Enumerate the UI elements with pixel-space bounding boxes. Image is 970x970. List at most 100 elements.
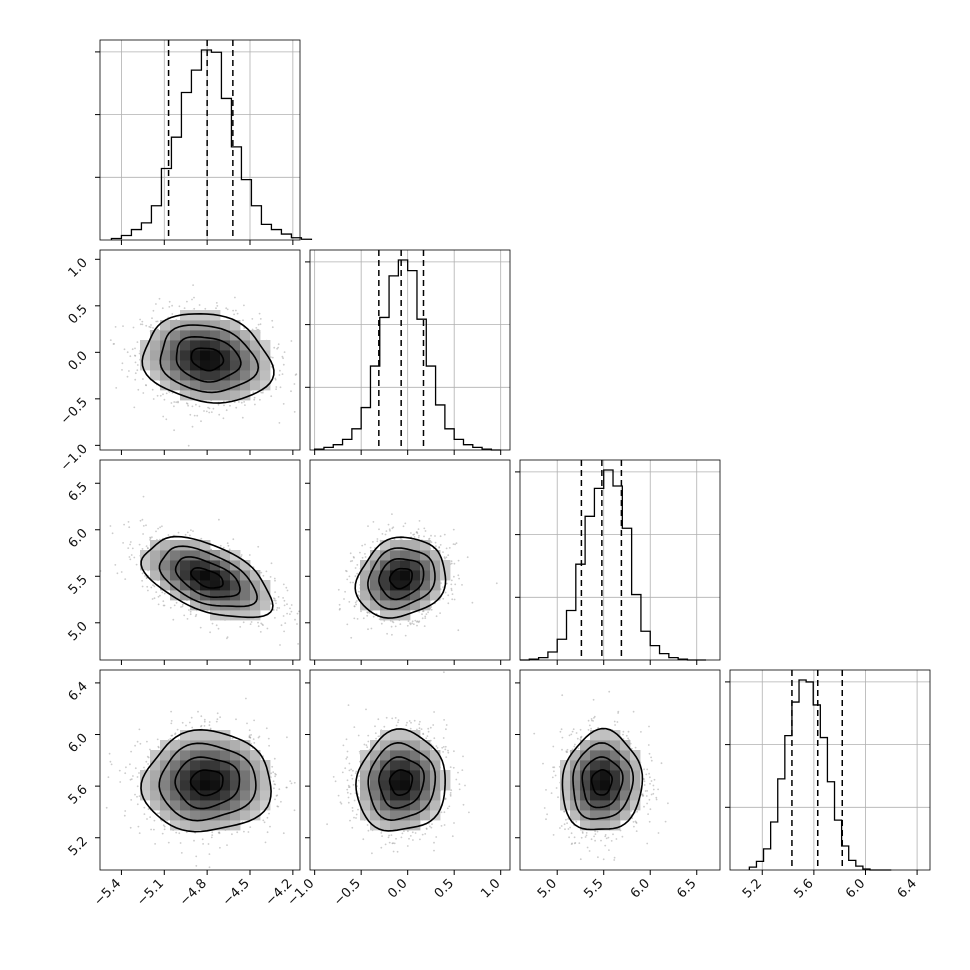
sample-point <box>139 742 142 745</box>
density-cell <box>200 330 211 341</box>
density-cell <box>180 340 191 351</box>
sample-point <box>439 544 442 546</box>
sample-point <box>173 401 176 403</box>
sample-point <box>98 507 100 509</box>
sample-point <box>261 391 264 394</box>
density-cell <box>200 580 211 591</box>
sample-point <box>139 323 142 326</box>
sample-point <box>283 599 286 602</box>
density-cell <box>380 600 391 611</box>
sample-point <box>136 795 138 798</box>
sample-point <box>111 532 114 535</box>
density-cell <box>390 580 401 591</box>
sample-point <box>294 618 296 621</box>
sample-point <box>204 307 207 310</box>
density-cell <box>410 540 421 551</box>
sample-point <box>250 742 253 745</box>
sample-point <box>198 405 201 408</box>
sample-point <box>193 307 196 310</box>
sample-point <box>141 572 144 575</box>
panel-frame <box>309 459 511 661</box>
sample-point <box>281 355 284 358</box>
density-cell <box>140 360 151 371</box>
sample-point <box>466 556 469 559</box>
density-cell <box>200 360 211 371</box>
sample-point <box>251 318 254 320</box>
sample-point <box>165 418 168 421</box>
sample-point <box>177 531 180 534</box>
density-cell <box>220 550 231 561</box>
density-cell <box>240 560 251 571</box>
sample-point <box>383 620 386 622</box>
density-cell <box>220 370 231 381</box>
sample-point <box>191 405 194 408</box>
sample-point <box>452 528 455 531</box>
sample-point <box>144 575 146 577</box>
density-cell <box>410 580 421 591</box>
sample-point <box>219 846 221 849</box>
sample-point <box>233 401 236 403</box>
sample-point <box>145 760 148 763</box>
sample-point <box>123 523 125 526</box>
density-cell <box>260 600 271 611</box>
sample-point <box>132 326 135 329</box>
density-cell <box>200 600 211 611</box>
sample-point <box>430 608 433 611</box>
sample-point <box>453 598 456 601</box>
sample-point <box>412 623 415 626</box>
density-cell <box>360 580 371 591</box>
density-cell <box>200 550 211 561</box>
density-cell <box>160 570 171 581</box>
sample-point <box>243 327 246 329</box>
sample-point <box>423 535 425 538</box>
sample-point <box>130 554 133 556</box>
sample-point <box>290 390 292 393</box>
sample-point <box>495 582 498 585</box>
sample-point <box>242 319 244 322</box>
density-cell <box>220 560 231 571</box>
sample-point <box>282 403 285 405</box>
density-cell <box>150 550 161 561</box>
sample-point <box>150 324 152 326</box>
density-cell <box>400 590 411 601</box>
sample-point <box>238 401 240 403</box>
sample-point <box>271 356 274 359</box>
sample-point <box>192 530 194 532</box>
sample-point <box>185 402 188 405</box>
sample-point <box>136 803 139 806</box>
sample-point <box>253 396 256 399</box>
sample-point <box>109 525 112 527</box>
sample-point <box>157 603 160 606</box>
sample-point <box>193 296 195 299</box>
sample-point <box>157 595 160 598</box>
sample-point <box>223 404 225 407</box>
sample-point <box>225 307 228 310</box>
density-cell <box>230 570 241 581</box>
sample-point <box>199 626 202 629</box>
density-cell <box>230 340 241 351</box>
sample-point <box>260 571 263 574</box>
density-cell <box>410 560 421 571</box>
sample-point <box>189 613 192 616</box>
sample-point <box>191 298 193 301</box>
density-cell <box>170 360 181 371</box>
density-cell <box>210 320 221 331</box>
sample-point <box>133 406 136 409</box>
density-cell <box>250 350 261 361</box>
density-cell <box>260 340 271 351</box>
sample-point <box>399 623 402 625</box>
sample-point <box>269 825 271 828</box>
sample-point <box>435 545 437 547</box>
sample-point <box>252 391 255 393</box>
sample-point <box>443 556 446 559</box>
sample-point <box>235 309 237 312</box>
density-cell <box>200 390 211 401</box>
sample-point <box>372 615 375 618</box>
histogram-steps <box>520 469 707 661</box>
sample-point <box>416 624 418 627</box>
density-cell <box>140 340 151 351</box>
sample-point <box>249 623 252 625</box>
sample-point <box>273 346 276 349</box>
density-cell <box>250 580 261 591</box>
sample-point <box>207 843 210 845</box>
